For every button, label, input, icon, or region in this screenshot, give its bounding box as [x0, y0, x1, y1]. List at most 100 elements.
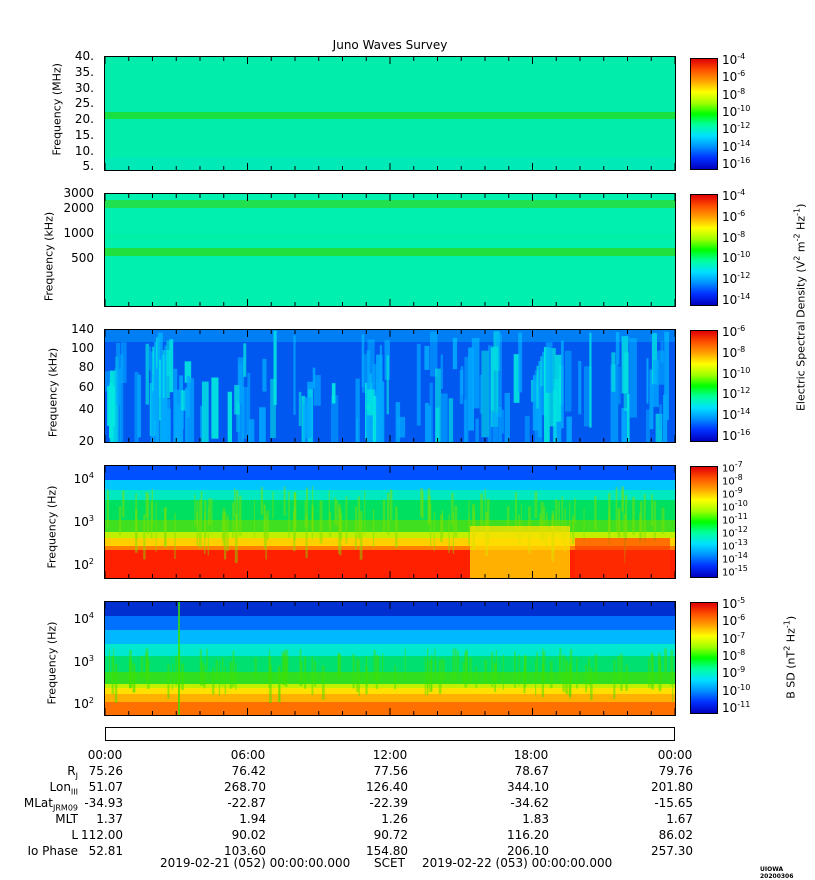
- heatmap-streak: [661, 507, 665, 534]
- heatmap-streak: [247, 372, 251, 442]
- y-tick-label: 60: [78, 380, 94, 395]
- heatmap-streak: [243, 343, 247, 377]
- heatmap-streak: [646, 409, 650, 442]
- y-tick-exponent: 4: [88, 471, 94, 481]
- heatmap-streak: [334, 497, 337, 525]
- heatmap-layer: [105, 532, 675, 538]
- heatmap-streak: [463, 399, 468, 442]
- heatmap-layer: [105, 672, 675, 684]
- heatmap-streak: [496, 333, 502, 417]
- colorbar-tick-label: 10-7: [722, 460, 743, 475]
- heatmap-streak: [540, 502, 544, 541]
- heatmap-streak: [263, 505, 266, 549]
- heatmap-streak: [229, 661, 233, 689]
- heatmap-streak: [298, 391, 302, 426]
- heatmap-streak: [650, 652, 654, 689]
- heatmap-streak: [128, 660, 132, 688]
- heatmap-streak: [454, 505, 458, 538]
- heatmap-streak: [613, 660, 616, 699]
- heatmap-streak: [589, 332, 592, 428]
- colorbar-tick-label: 10-7: [722, 630, 746, 646]
- time-tick-label: 00:00: [657, 748, 693, 762]
- heatmap-streak: [653, 360, 659, 407]
- heatmap-streak: [372, 415, 377, 442]
- heatmap-streak: [464, 356, 469, 442]
- heatmap-streak: [135, 493, 138, 540]
- heatmap-streak: [132, 663, 136, 693]
- heatmap-streak: [224, 666, 227, 694]
- ephemeris-value: 1.94: [239, 812, 266, 826]
- ephemeris-label: RJ: [67, 764, 78, 781]
- y-tick-label: 140: [71, 322, 94, 336]
- heatmap-streak: [200, 405, 203, 442]
- heatmap-streak: [524, 415, 530, 442]
- heatmap-streak: [441, 510, 444, 538]
- heatmap-streak: [479, 374, 483, 414]
- time-tick-label: 18:00: [513, 748, 549, 762]
- y-tick-label: 10.: [74, 143, 94, 158]
- heatmap-streak: [622, 489, 624, 539]
- ephemeris-label: Io Phase: [27, 844, 78, 858]
- heatmap-streak: [564, 658, 567, 694]
- heatmap-streak: [107, 490, 109, 527]
- colorbar-tick-label: 10-5: [722, 596, 746, 611]
- heatmap-band: [105, 112, 675, 119]
- ephemeris-value: 112.00: [81, 828, 123, 842]
- heatmap-streak: [304, 656, 307, 689]
- heatmap-streak: [514, 492, 518, 539]
- ephemeris-value: 52.81: [88, 844, 123, 858]
- colorbar-tick-label: 10-10: [722, 499, 748, 514]
- colorbar-tick-label: 10-10: [722, 682, 751, 698]
- heatmap-streak: [389, 489, 393, 521]
- heatmap-streak: [331, 383, 336, 404]
- ephemeris-value: 90.72: [373, 828, 408, 842]
- colorbar-tick-label: 10-12: [722, 525, 748, 540]
- heatmap-streak: [235, 490, 239, 531]
- heatmap-streak: [272, 491, 274, 520]
- ephemeris-value: 1.37: [96, 812, 123, 826]
- heatmap-region: [575, 538, 670, 578]
- heatmap-streak: [206, 648, 208, 671]
- heatmap-streak: [558, 501, 560, 529]
- heatmap-streak: [266, 510, 269, 541]
- heatmap-streak: [651, 494, 654, 527]
- y-tick-label: 30.: [74, 80, 94, 95]
- heatmap-streak: [304, 397, 312, 439]
- heatmap-streak: [572, 515, 575, 544]
- heatmap-region: [470, 526, 570, 578]
- colorbar-tick-label: 10-4: [722, 188, 746, 203]
- heatmap-streak: [146, 492, 150, 534]
- colorbar-tick-label: 10-10: [722, 250, 751, 266]
- heatmap-streak: [331, 395, 339, 442]
- heatmap-streak: [448, 514, 450, 553]
- heatmap-streak: [114, 664, 118, 703]
- heatmap-streak: [150, 501, 153, 539]
- heatmap-streak: [562, 654, 565, 692]
- heatmap-streak: [164, 345, 167, 427]
- heatmap-streak: [120, 342, 127, 384]
- heatmap-streak: [620, 653, 623, 692]
- ephemeris-value: 75.26: [88, 764, 123, 778]
- colorbar-5: [690, 602, 718, 714]
- heatmap-streak: [201, 381, 209, 442]
- heatmap-streak: [254, 657, 257, 679]
- heatmap-streak: [293, 335, 296, 415]
- heatmap-streak: [552, 389, 557, 442]
- heatmap-streak: [611, 352, 616, 392]
- heatmap-streak: [145, 491, 148, 518]
- heatmap-streak: [629, 338, 637, 418]
- heatmap-streak: [175, 655, 178, 686]
- heatmap-streak: [367, 410, 373, 442]
- heatmap-layer: [105, 630, 675, 644]
- heatmap-streak: [555, 354, 562, 422]
- ephemeris-row: RJ 75.26 76.42 77.56 78.67 79.76: [0, 764, 815, 780]
- heatmap-streak: [248, 419, 255, 442]
- heatmap-streak: [649, 369, 654, 430]
- heatmap-layer: [105, 616, 675, 630]
- heatmap-streak: [382, 499, 386, 532]
- y-tick-label: 104: [73, 471, 94, 487]
- heatmap-streak: [594, 496, 597, 530]
- heatmap-streak: [365, 655, 368, 686]
- heatmap-layer: [105, 656, 675, 672]
- heatmap-streak: [208, 498, 212, 525]
